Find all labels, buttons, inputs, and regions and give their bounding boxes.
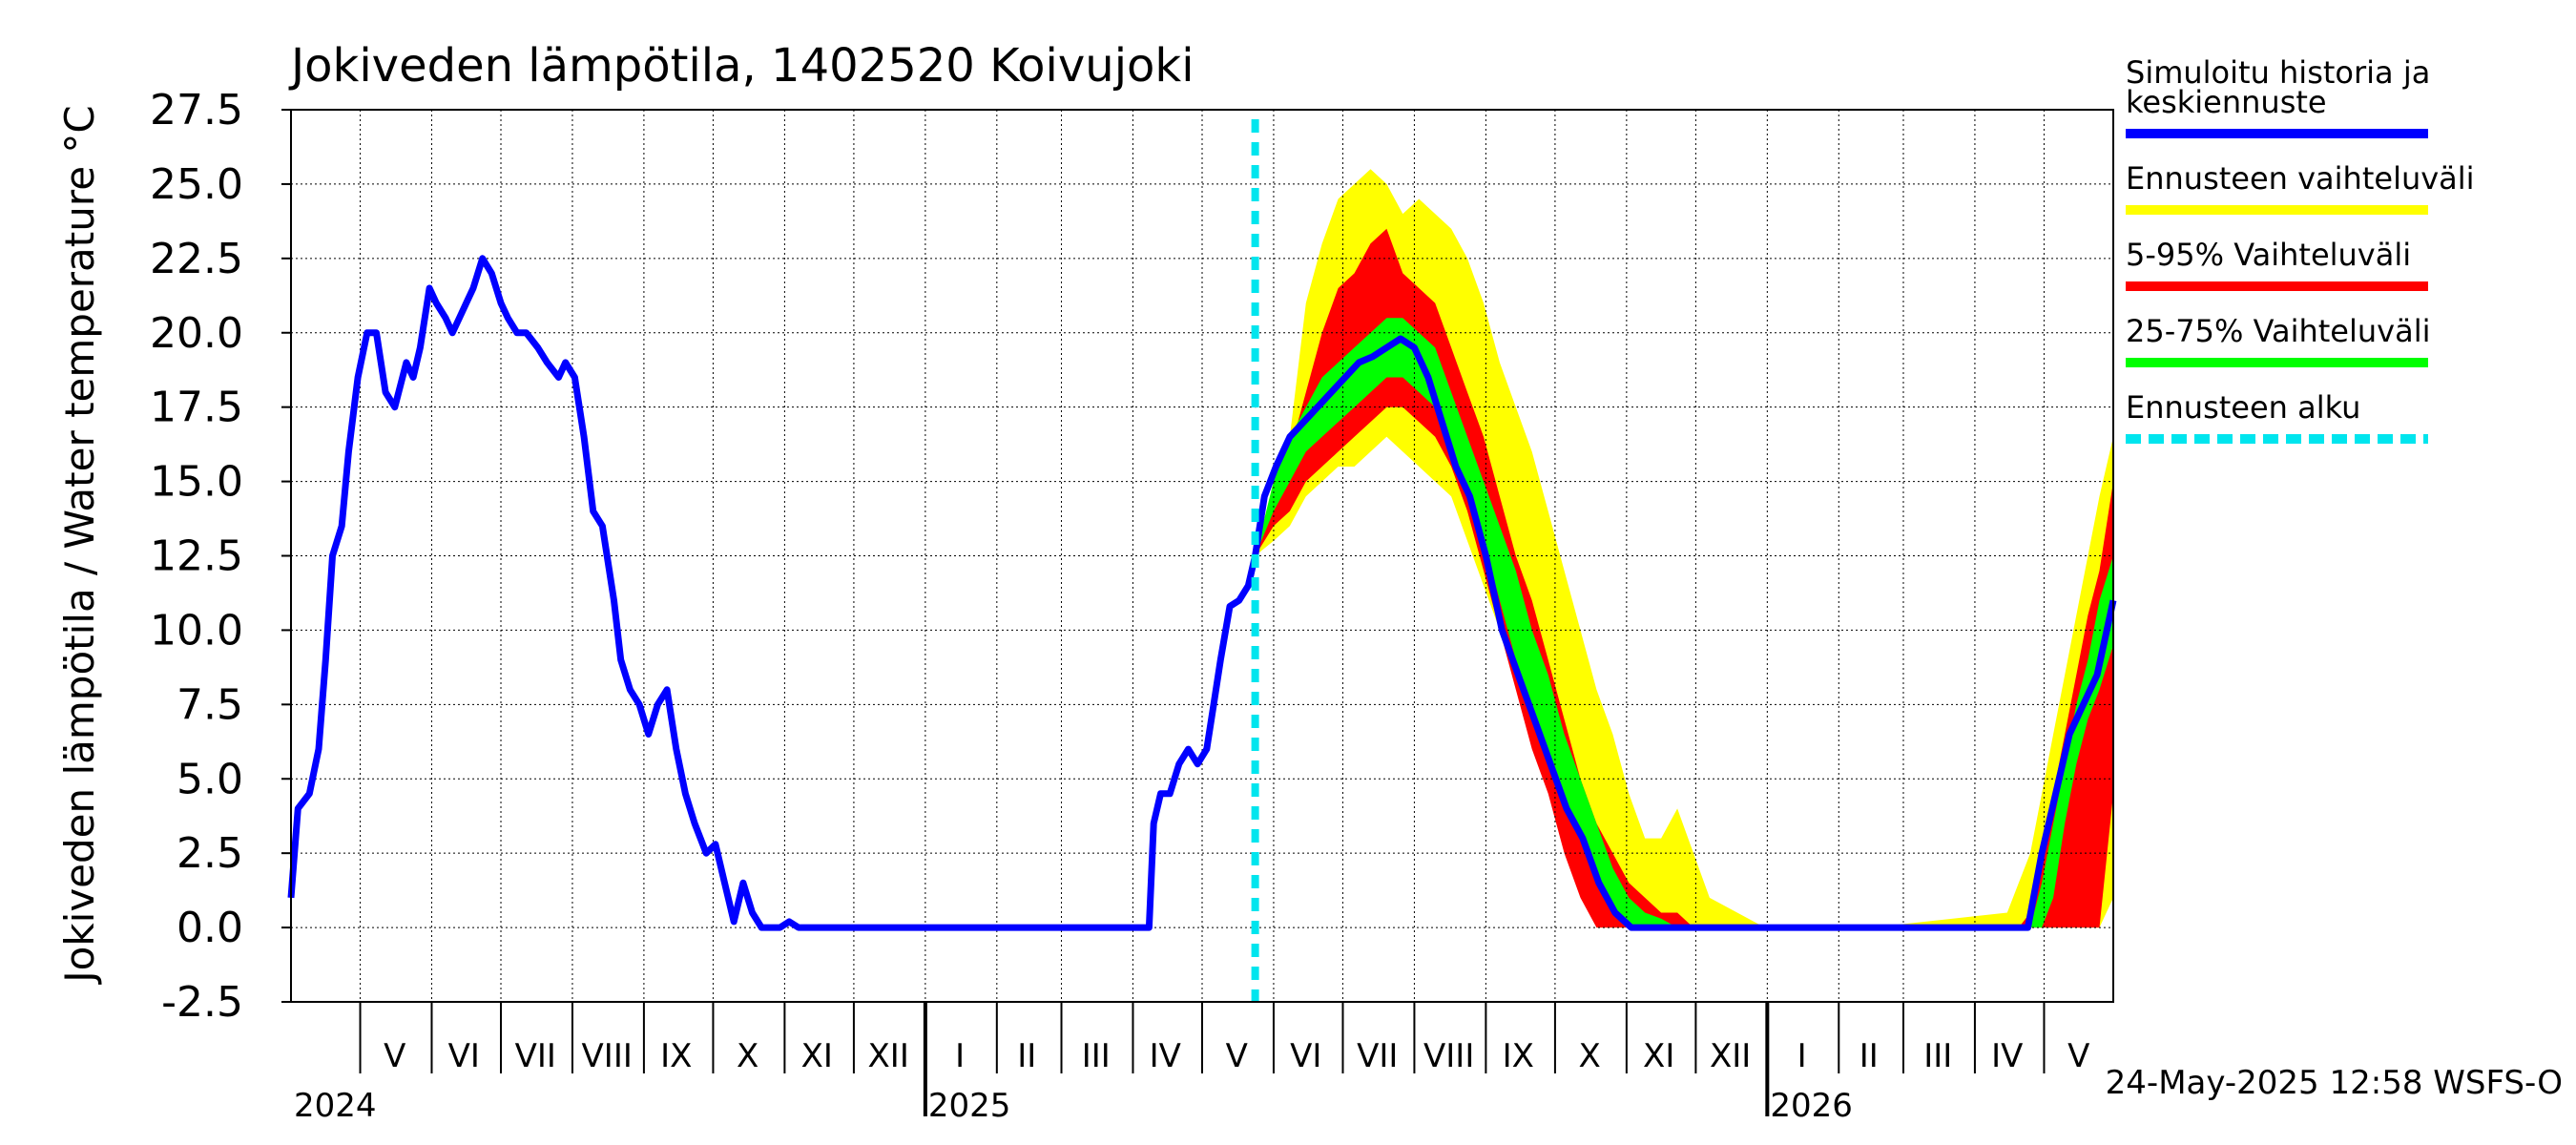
y-tick-label: -2.5 bbox=[161, 978, 243, 1027]
y-axis-label: Jokiveden lämpötila / Water temperature … bbox=[56, 105, 103, 986]
month-label: I bbox=[1797, 1037, 1807, 1075]
y-tick-label: 25.0 bbox=[150, 160, 243, 209]
y-tick-label: 27.5 bbox=[150, 86, 243, 135]
legend-label: Ennusteen vaihteluväli bbox=[2126, 160, 2475, 197]
y-tick-label: 15.0 bbox=[150, 458, 243, 507]
year-label: 2024 bbox=[294, 1087, 377, 1125]
month-label: VI bbox=[1290, 1037, 1321, 1075]
y-tick-label: 17.5 bbox=[150, 384, 243, 432]
series-line-0 bbox=[287, 255, 2117, 931]
month-label: III bbox=[1082, 1037, 1111, 1075]
month-label: VI bbox=[448, 1037, 480, 1075]
y-tick-label: 0.0 bbox=[177, 904, 243, 952]
y-tick-label: 2.5 bbox=[177, 829, 243, 878]
y-tick-label: 10.0 bbox=[150, 606, 243, 655]
month-label: XI bbox=[801, 1037, 833, 1075]
month-label: II bbox=[1859, 1037, 1879, 1075]
axes: 27.5 25.0 22.5 20.0 17.5 15.0 12.5 10.0 7.5 5.0 2.… bbox=[150, 86, 2114, 1125]
month-label: IV bbox=[1150, 1037, 1181, 1075]
year-label: 2025 bbox=[928, 1087, 1011, 1125]
month-label: I bbox=[955, 1037, 965, 1075]
month-label: IX bbox=[660, 1037, 692, 1075]
month-label: VII bbox=[1357, 1037, 1398, 1075]
month-label: V bbox=[384, 1037, 405, 1075]
month-label: XI bbox=[1643, 1037, 1674, 1075]
y-tick-label: 5.0 bbox=[177, 755, 243, 803]
y-tick-label: 7.5 bbox=[177, 680, 243, 729]
month-label: II bbox=[1017, 1037, 1036, 1075]
legend-label: 25-75% Vaihteluväli bbox=[2126, 313, 2430, 349]
month-label: V bbox=[1226, 1037, 1248, 1075]
month-label: IV bbox=[1991, 1037, 2023, 1075]
month-label: XII bbox=[1710, 1037, 1751, 1075]
month-label: X bbox=[1579, 1037, 1601, 1075]
month-label: IX bbox=[1503, 1037, 1534, 1075]
month-label: V bbox=[2067, 1037, 2089, 1075]
month-label: VII bbox=[515, 1037, 556, 1075]
year-label: 2026 bbox=[1770, 1087, 1853, 1125]
timestamp-footer: 24-May-2025 12:58 WSFS-O bbox=[2106, 1064, 2563, 1102]
month-label: X bbox=[737, 1037, 758, 1075]
y-tick-label: 12.5 bbox=[150, 532, 243, 581]
plot-frame bbox=[290, 109, 2114, 1003]
month-label: III bbox=[1923, 1037, 1952, 1075]
legend-label: 5-95% Vaihteluväli bbox=[2126, 237, 2411, 273]
y-tick-label: 20.0 bbox=[150, 309, 243, 358]
band-1 bbox=[1255, 228, 2113, 928]
month-label: VIII bbox=[582, 1037, 633, 1075]
legend-label: Simuloitu historia ja bbox=[2126, 54, 2430, 91]
band-0 bbox=[1255, 169, 2113, 928]
legend-label: keskiennuste bbox=[2126, 84, 2327, 120]
forecast-bands bbox=[1255, 169, 2113, 928]
band-2 bbox=[1255, 318, 2113, 928]
chart-title: Jokiveden lämpötila, 1402520 Koivujoki bbox=[288, 39, 1195, 93]
y-tick-label: 22.5 bbox=[150, 235, 243, 283]
legend-label: Ennusteen alku bbox=[2126, 389, 2360, 426]
month-label: VIII bbox=[1423, 1037, 1474, 1075]
month-label: XII bbox=[868, 1037, 909, 1075]
series-lines bbox=[287, 255, 2117, 931]
